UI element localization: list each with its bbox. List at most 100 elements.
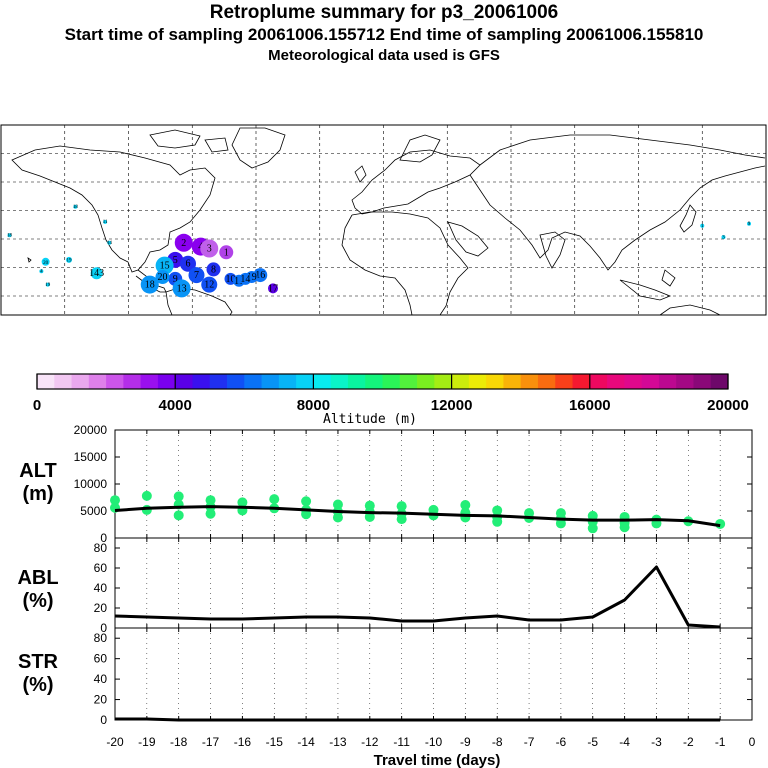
colorbar-cell [140, 374, 159, 389]
y-tick-label: 80 [94, 631, 108, 645]
x-tick-label: -12 [361, 735, 379, 749]
plume-marker [155, 256, 174, 275]
plume-marker [41, 257, 50, 266]
alt-point [555, 518, 566, 529]
plume-marker-label: 9 [748, 222, 751, 227]
plume-marker [66, 256, 72, 263]
colorbar: 0 4000 8000 12000 16000 20000 Altitude (m) [33, 373, 749, 427]
x-tick-label: -18 [170, 735, 188, 749]
colorbar-tick-label: 4000 [159, 397, 192, 414]
colorbar-cell [261, 374, 280, 389]
str-line [115, 717, 721, 722]
world-map: 2431568791011121315182016191417143201918… [0, 124, 767, 316]
alt-point [332, 499, 343, 510]
alt-panel-unit: (m) [22, 483, 53, 505]
plume-marker-label: 18 [145, 280, 155, 291]
alt-point [396, 501, 407, 512]
plume-marker [201, 276, 218, 293]
colorbar-cell [434, 374, 452, 389]
alt-mean-line [114, 505, 721, 528]
colorbar-ticks: 0 4000 8000 12000 16000 20000 [33, 374, 749, 414]
x-tick-label: -20 [106, 735, 124, 749]
plume-marker [155, 270, 170, 284]
plume-marker-label: 19 [247, 272, 257, 283]
plume-marker [39, 269, 44, 274]
plume-marker [219, 245, 234, 260]
colorbar-cells [37, 374, 729, 389]
sampling-times: Start time of sampling 20061006.155712 E… [64, 25, 704, 44]
y-tick-label: 80 [94, 541, 108, 555]
alt-point [173, 491, 184, 502]
str-panel-unit: (%) [22, 674, 53, 696]
colorbar-cell [244, 374, 262, 389]
colorbar-cell [520, 374, 539, 389]
colorbar-cell [123, 374, 142, 389]
plume-marker [107, 240, 112, 245]
colorbar-cell [710, 374, 729, 389]
colorbar-tick-label: 16000 [569, 397, 611, 414]
plume-markers: 2431568791011121315182016191417143201918… [7, 204, 751, 298]
plume-marker-label: 1 [701, 224, 704, 229]
x-axis-label: Travel time (days) [374, 752, 501, 768]
alt-point [332, 512, 343, 523]
abl-plot-content: 80 60 40 20 0 [94, 538, 753, 635]
colorbar-cell [503, 374, 522, 389]
colorbar-cell [555, 374, 573, 389]
alt-point [587, 523, 598, 534]
plume-marker-label: 19 [45, 283, 51, 288]
colorbar-cell [54, 374, 72, 389]
plume-marker-label: 143 [89, 268, 104, 279]
plume-marker-label: 17 [268, 283, 278, 294]
y-tick-label: 20 [94, 601, 108, 615]
y-tick-label: 0 [100, 621, 107, 635]
colorbar-cell [486, 374, 504, 389]
colorbar-cell [37, 374, 55, 389]
colorbar-label: Altitude (m) [323, 412, 417, 427]
plume-marker-label: 18 [73, 205, 79, 210]
alt-point [396, 514, 407, 525]
colorbar-cell [88, 374, 107, 389]
x-tick-label: -4 [619, 735, 630, 749]
plume-marker [200, 239, 219, 258]
colorbar-cell [157, 374, 176, 389]
colorbar-cell [641, 374, 660, 389]
colorbar-cell [209, 374, 228, 389]
y-tick-label: 60 [94, 561, 108, 575]
colorbar-cell [572, 374, 591, 389]
panel-str: STR (%) 80 60 40 20 0 [18, 627, 753, 727]
colorbar-cell [607, 374, 625, 389]
plume-marker [721, 235, 726, 240]
colorbar-cell [106, 374, 124, 389]
y-tick-label: 5000 [80, 504, 107, 518]
plume-marker-label: 2 [181, 238, 186, 249]
plume-marker [268, 283, 278, 294]
y-tick-label: 40 [94, 672, 108, 686]
colorbar-tick-label: 12000 [431, 397, 473, 414]
x-tick-label: -5 [587, 735, 598, 749]
x-tick-label: -17 [202, 735, 220, 749]
met-data-line: Meteorological data used is GFS [268, 47, 500, 64]
y-tick-label: 0 [100, 531, 107, 545]
x-axis: -20 -19 -18 -17 -16 -15 -14 -13 -12 -11 -10 -9 -8 -7-… [106, 735, 755, 749]
x-tick-label: -6 [556, 735, 567, 749]
plume-marker-label: 1 [224, 247, 229, 258]
plume-marker-label: 20 [158, 272, 168, 283]
colorbar-tick-label: 0 [33, 397, 41, 414]
plume-marker [172, 279, 191, 298]
alt-point [205, 508, 216, 519]
alt-point [492, 516, 503, 527]
plume-marker-label: 10 [226, 274, 236, 285]
plume-marker-label: 12 [204, 280, 214, 291]
colorbar-cell [278, 374, 297, 389]
abl-line [114, 565, 721, 629]
str-panel-title: STR [18, 651, 59, 673]
plume-marker-label: 20 [43, 261, 49, 266]
plume-marker [103, 219, 108, 224]
plume-marker-label: 5 [173, 255, 178, 266]
plume-marker [206, 262, 221, 277]
y-tick-label: 40 [94, 581, 108, 595]
plume-marker-label: 6 [186, 259, 191, 270]
alt-point [460, 500, 471, 511]
alt-point [301, 509, 312, 520]
alt-point [173, 510, 184, 521]
